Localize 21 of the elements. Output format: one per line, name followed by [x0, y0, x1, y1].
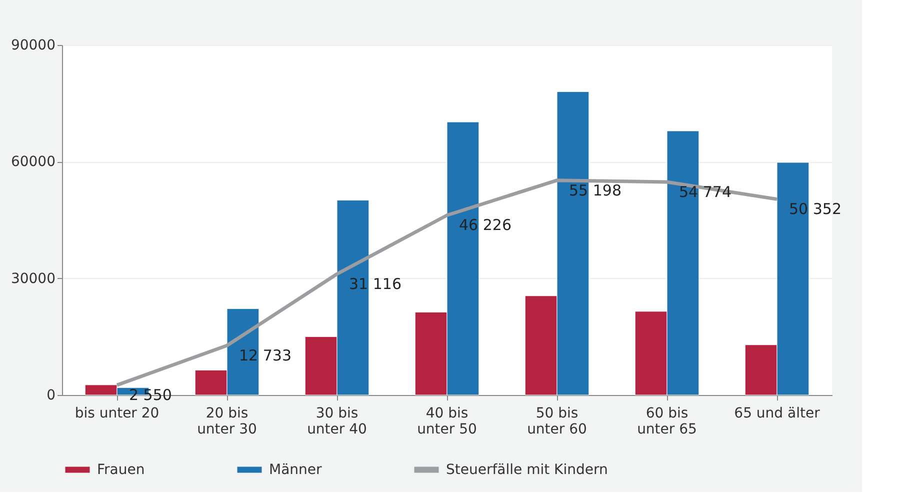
y-tick-label: 60000 — [10, 154, 56, 170]
data-label: 55 198 — [569, 181, 622, 200]
data-label: 54 774 — [679, 182, 732, 201]
legend-label: Männer — [269, 462, 322, 478]
x-tick-label: 60 bis unter 65 — [637, 406, 697, 438]
y-tick-label: 30000 — [10, 270, 56, 287]
data-label: 50 352 — [789, 200, 842, 218]
legend-label: Frauen — [97, 462, 145, 478]
x-tick-label: 50 bis unter 60 — [527, 406, 587, 438]
line-series — [115, 178, 779, 387]
data-label: 31 116 — [349, 274, 402, 293]
y-tick-label: 90000 — [10, 38, 56, 54]
x-tick-label: 65 und älter — [734, 406, 820, 422]
x-tick-label: 30 bis unter 40 — [307, 406, 367, 438]
y-tick-label: 0 — [46, 388, 56, 404]
x-tick-label: 40 bis unter 50 — [417, 406, 477, 438]
x-tick-label: 20 bis unter 30 — [197, 406, 257, 438]
x-tick-label: bis unter 20 — [74, 406, 160, 422]
data-label: 46 226 — [459, 216, 512, 234]
legend-label: Steuerfälle mit Kindern — [446, 462, 608, 478]
data-label: 12 733 — [239, 346, 292, 364]
